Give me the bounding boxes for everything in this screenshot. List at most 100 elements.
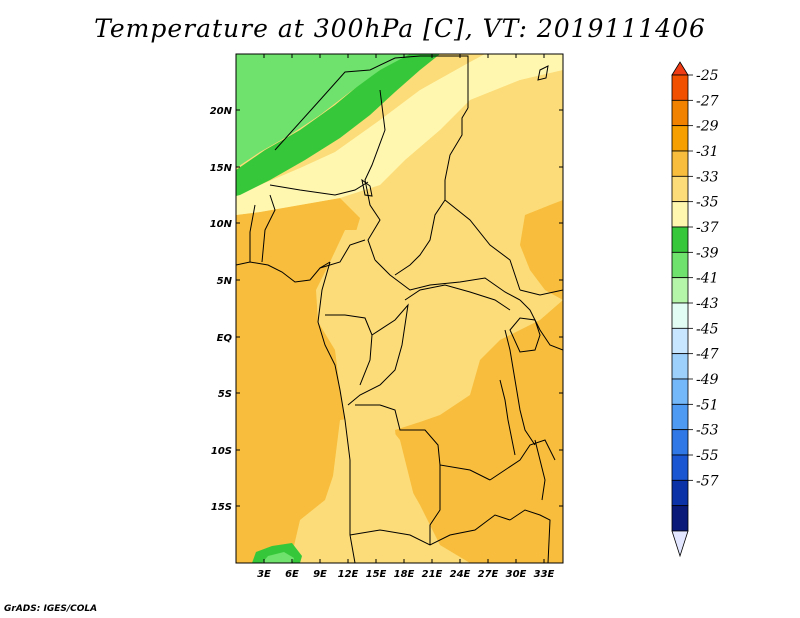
west-africa-coast (236, 261, 331, 283)
orange-zone-southeast (395, 300, 563, 563)
lat-label: 5S (218, 389, 232, 400)
colorbar-cell (671, 403, 689, 431)
colorbar-label: -39 (696, 245, 719, 261)
lon-label: 3E (257, 569, 271, 580)
green-band-north (236, 54, 440, 196)
nigeria-border (261, 194, 276, 263)
lat-label: EQ (217, 333, 233, 344)
lat-label: 20N (210, 106, 233, 117)
light-green-zone-northwest (236, 54, 410, 168)
lon-label: 15E (366, 569, 387, 580)
lon-label: 9E (313, 569, 327, 580)
colorbar-cell (671, 74, 689, 101)
lat-label: 5N (217, 276, 233, 287)
colorbar-label: -25 (696, 68, 719, 84)
lon-label: 30E (506, 569, 527, 580)
sudan-chad-border (394, 199, 446, 276)
cameroon-border (319, 239, 366, 269)
colorbar-label: -57 (696, 473, 719, 489)
congo-border (347, 303, 409, 406)
lake-chad (361, 178, 373, 197)
lon-label: 24E (450, 569, 471, 580)
lake-island-north (537, 65, 549, 81)
namibia-border (349, 514, 511, 546)
colorbar-cell (671, 505, 689, 532)
chad-border (364, 89, 386, 261)
colorbar: -25 -27 -29 -31 -33 -35 -37 -39 -41 -43 -45 -47 -49 -… (671, 61, 719, 558)
colorbar-label: -41 (696, 271, 719, 287)
map-title: Temperature at 300hPa [C], VT: 201911140… (94, 14, 706, 43)
colorbar-label: -29 (696, 119, 719, 135)
colorbar-cell (671, 226, 689, 253)
drc-north-border (404, 284, 511, 311)
lon-label: 33E (534, 569, 555, 580)
lat-label: 15N (210, 163, 233, 174)
lon-label: 12E (338, 569, 359, 580)
lon-labels: 3E 6E 9E 12E 15E 18E 21E 24E 27E 30E 33E (257, 569, 554, 580)
gabon-border (325, 314, 373, 386)
colorbar-cell (671, 353, 689, 380)
colorbar-cell (671, 175, 689, 203)
colorbar-label: -47 (696, 347, 719, 363)
central-coast (317, 261, 356, 563)
lon-label: 6E (285, 569, 299, 580)
country-borders (236, 55, 563, 563)
lake-victoria (509, 317, 541, 353)
colorbar-cell (671, 378, 689, 405)
orange-zone-east (520, 200, 563, 300)
colorbar-cell (671, 302, 689, 329)
colorbar-cell (671, 251, 689, 279)
pale-zone-north (236, 54, 563, 215)
niger-border (269, 181, 369, 196)
colorbar-cell (671, 150, 689, 177)
colorbar-cell (671, 277, 689, 304)
car-border (374, 259, 521, 301)
colorbar-label: -43 (696, 296, 719, 312)
south-sudan-border (444, 199, 521, 291)
grads-credit: GrADS: IGES/COLA (4, 604, 98, 614)
colorbar-label: -31 (696, 144, 719, 160)
temperature-field (236, 54, 563, 563)
colorbar-label: -27 (696, 93, 719, 109)
lon-label: 18E (394, 569, 415, 580)
lat-label: 10S (211, 446, 232, 457)
lake-malawi (534, 439, 546, 501)
colorbar-bottom-triangle (671, 530, 689, 558)
colorbar-cell (671, 125, 689, 152)
colorbar-cell (671, 429, 689, 456)
east-border (519, 299, 563, 351)
lon-tick-marks (263, 54, 545, 563)
zambia-border (489, 439, 556, 481)
ethiopia-border (519, 289, 563, 296)
lat-labels: 20N 15N 10N 5N EQ 5S 10S 15S (210, 106, 233, 513)
lon-label: 27E (478, 569, 499, 580)
lat-tick-marks (236, 109, 563, 507)
colorbar-label: -37 (696, 220, 719, 236)
colorbar-label: -45 (696, 321, 719, 337)
lat-label: 10N (210, 219, 233, 230)
angola-zambia-border (429, 465, 441, 545)
map-frame (235, 53, 564, 564)
colorbar-label: -35 (696, 195, 719, 211)
colorbar-cell (671, 479, 689, 507)
light-green-blob-south (262, 552, 294, 563)
angola-drc-border (355, 404, 491, 481)
colorbar-cell (671, 454, 689, 481)
colorbar-label: -49 (696, 372, 719, 388)
benin-border (249, 204, 256, 262)
lake-tanganyika (499, 379, 516, 456)
mozambique-border (509, 509, 551, 563)
colorbar-label: -53 (696, 423, 719, 439)
colorbar-top-triangle (671, 61, 689, 76)
lake-region-border (504, 329, 536, 446)
colorbar-cell (671, 99, 689, 127)
lon-label: 21E (422, 569, 443, 580)
libya-sudan-border (444, 107, 469, 200)
orange-zone-west (236, 198, 360, 563)
lat-label: 15S (211, 502, 232, 513)
light-zone-south (330, 415, 420, 563)
colorbar-label: -33 (696, 169, 719, 185)
colorbar-label: -51 (696, 397, 719, 413)
colorbar-cell (671, 327, 689, 355)
